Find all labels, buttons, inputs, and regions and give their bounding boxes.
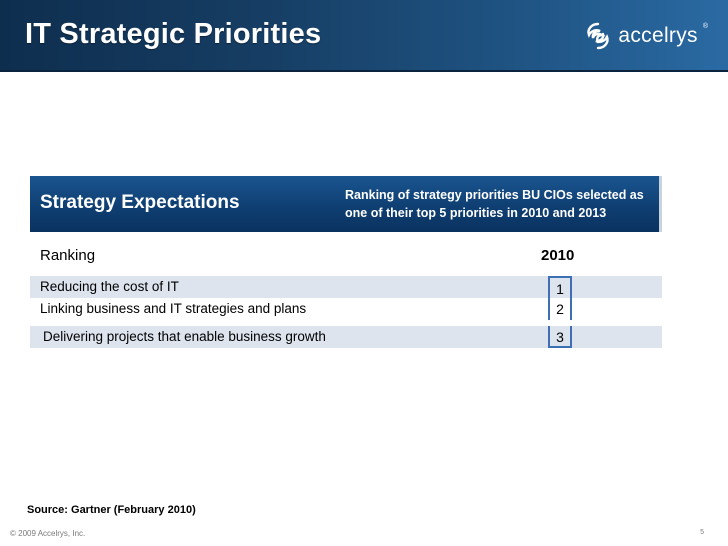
- table-row: Linking business and IT strategies and p…: [30, 298, 662, 320]
- source-note: Source: Gartner (February 2010): [27, 504, 196, 516]
- ranking-column-header: Ranking: [40, 247, 96, 264]
- strategy-banner: Strategy Expectations Ranking of strateg…: [30, 176, 662, 232]
- year-column-header: 2010: [541, 247, 575, 264]
- priority-label: Linking business and IT strategies and p…: [40, 301, 307, 316]
- logo-wordmark: accelrys: [618, 24, 698, 47]
- table-row: Delivering projects that enable business…: [30, 326, 662, 348]
- table-row: Reducing the cost of IT 1: [30, 276, 662, 298]
- accelrys-logo: accelrys ®: [583, 19, 708, 53]
- rank-value: 2: [548, 298, 572, 320]
- slide-header: IT Strategic Priorities accelrys ®: [0, 0, 728, 72]
- rank-value: 3: [548, 326, 572, 348]
- banner-description: Ranking of strategy priorities BU CIOs s…: [345, 188, 644, 220]
- banner-title: Strategy Expectations: [40, 192, 240, 213]
- priority-label: Delivering projects that enable business…: [43, 329, 326, 344]
- page-number: 5: [700, 529, 704, 536]
- rank-value: 1: [548, 276, 572, 298]
- slide-title: IT Strategic Priorities: [25, 18, 322, 50]
- copyright-text: © 2009 Accelrys, Inc.: [10, 529, 86, 538]
- registered-mark: ®: [702, 23, 708, 30]
- swirl-logo-icon: [587, 22, 610, 50]
- priority-label: Reducing the cost of IT: [40, 279, 179, 294]
